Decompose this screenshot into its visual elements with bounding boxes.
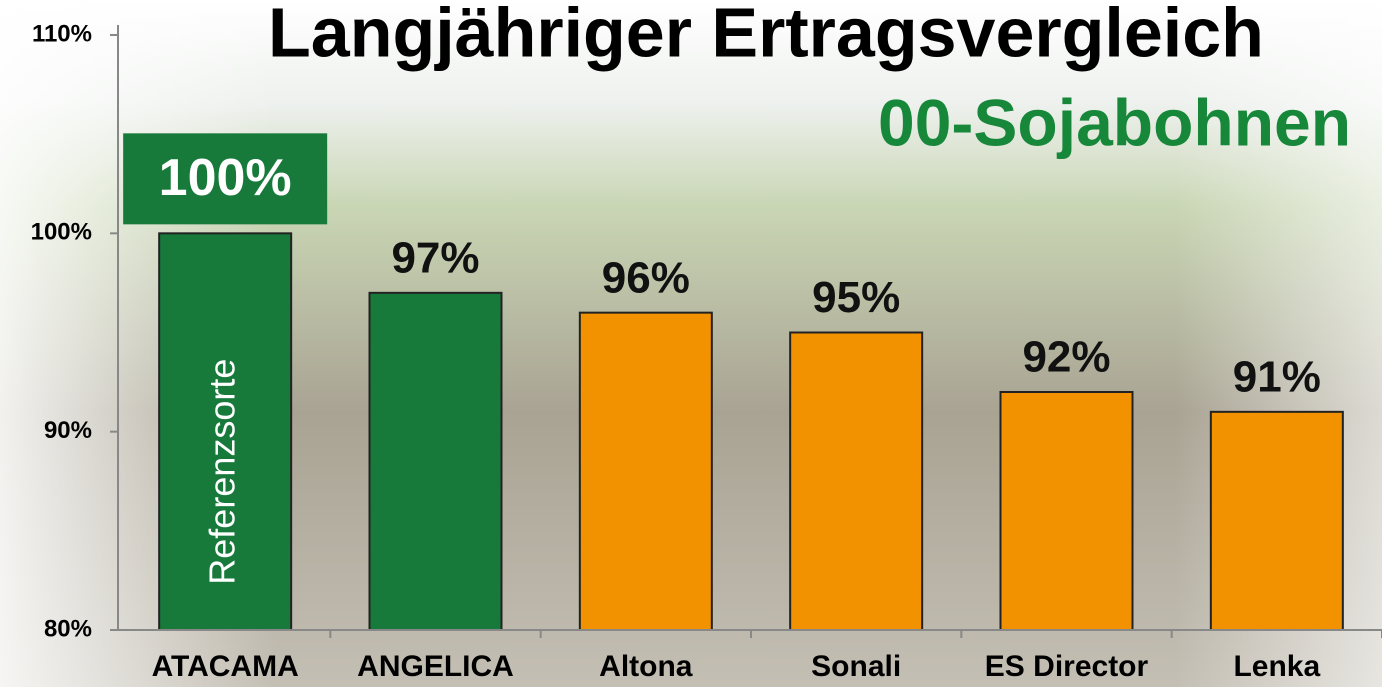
x-tick-label: ANGELICA — [357, 650, 514, 683]
x-tick-label: Sonali — [811, 650, 901, 683]
x-tick-label: ATACAMA — [152, 650, 299, 683]
y-tick-label: 90% — [44, 417, 92, 444]
chart: Langjähriger Ertragsvergleich 00-Sojaboh… — [0, 0, 1382, 687]
chart-subtitle: 00-Sojabohnen — [878, 85, 1351, 159]
y-tick-label: 110% — [32, 20, 92, 47]
y-tick-label: 100% — [31, 219, 92, 246]
value-label: 100% — [159, 149, 292, 207]
bar — [1211, 412, 1343, 630]
chart-title: Langjähriger Ertragsvergleich — [268, 0, 1264, 71]
bar — [580, 313, 712, 630]
y-tick-label: 80% — [44, 615, 92, 642]
x-tick-label: Lenka — [1233, 650, 1320, 683]
bar — [1001, 392, 1133, 630]
bar-annotation: Referenzsorte — [202, 359, 243, 585]
bar — [790, 333, 922, 631]
value-label: 91% — [1233, 352, 1321, 401]
value-label: 92% — [1022, 333, 1110, 382]
value-label: 95% — [812, 273, 900, 322]
x-tick-label: Altona — [599, 650, 693, 683]
bar — [370, 293, 502, 630]
value-label: 96% — [602, 253, 690, 302]
value-label: 97% — [391, 233, 479, 282]
page: Langjähriger Ertragsvergleich 00-Sojaboh… — [0, 0, 1382, 687]
x-tick-label: ES Director — [985, 650, 1149, 683]
